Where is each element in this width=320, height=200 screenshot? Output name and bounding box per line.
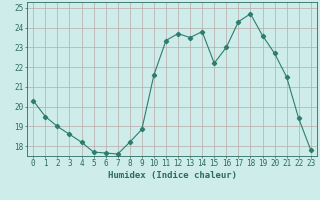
- X-axis label: Humidex (Indice chaleur): Humidex (Indice chaleur): [108, 171, 236, 180]
